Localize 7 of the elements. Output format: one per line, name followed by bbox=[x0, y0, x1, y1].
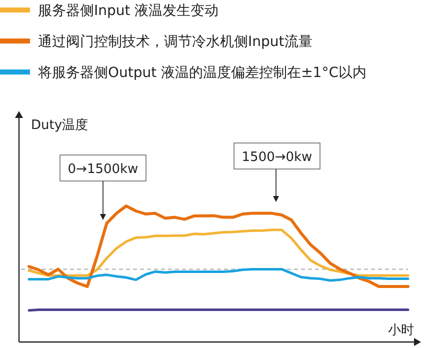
annotation: Duty温度 bbox=[31, 118, 88, 133]
annotation: 0→1500kw bbox=[60, 154, 146, 220]
x-label: 小时 bbox=[388, 323, 414, 338]
annotation: 1500→0kw bbox=[234, 142, 320, 202]
legend-label: 通过阀门控制技术，调节冷水机侧Input流量 bbox=[38, 34, 312, 50]
legend-label: 服务器侧Input 液温发生变动 bbox=[38, 3, 219, 19]
legend-label: 将服务器侧Output 液温的温度偏差控制在±1°C以内 bbox=[37, 65, 366, 81]
